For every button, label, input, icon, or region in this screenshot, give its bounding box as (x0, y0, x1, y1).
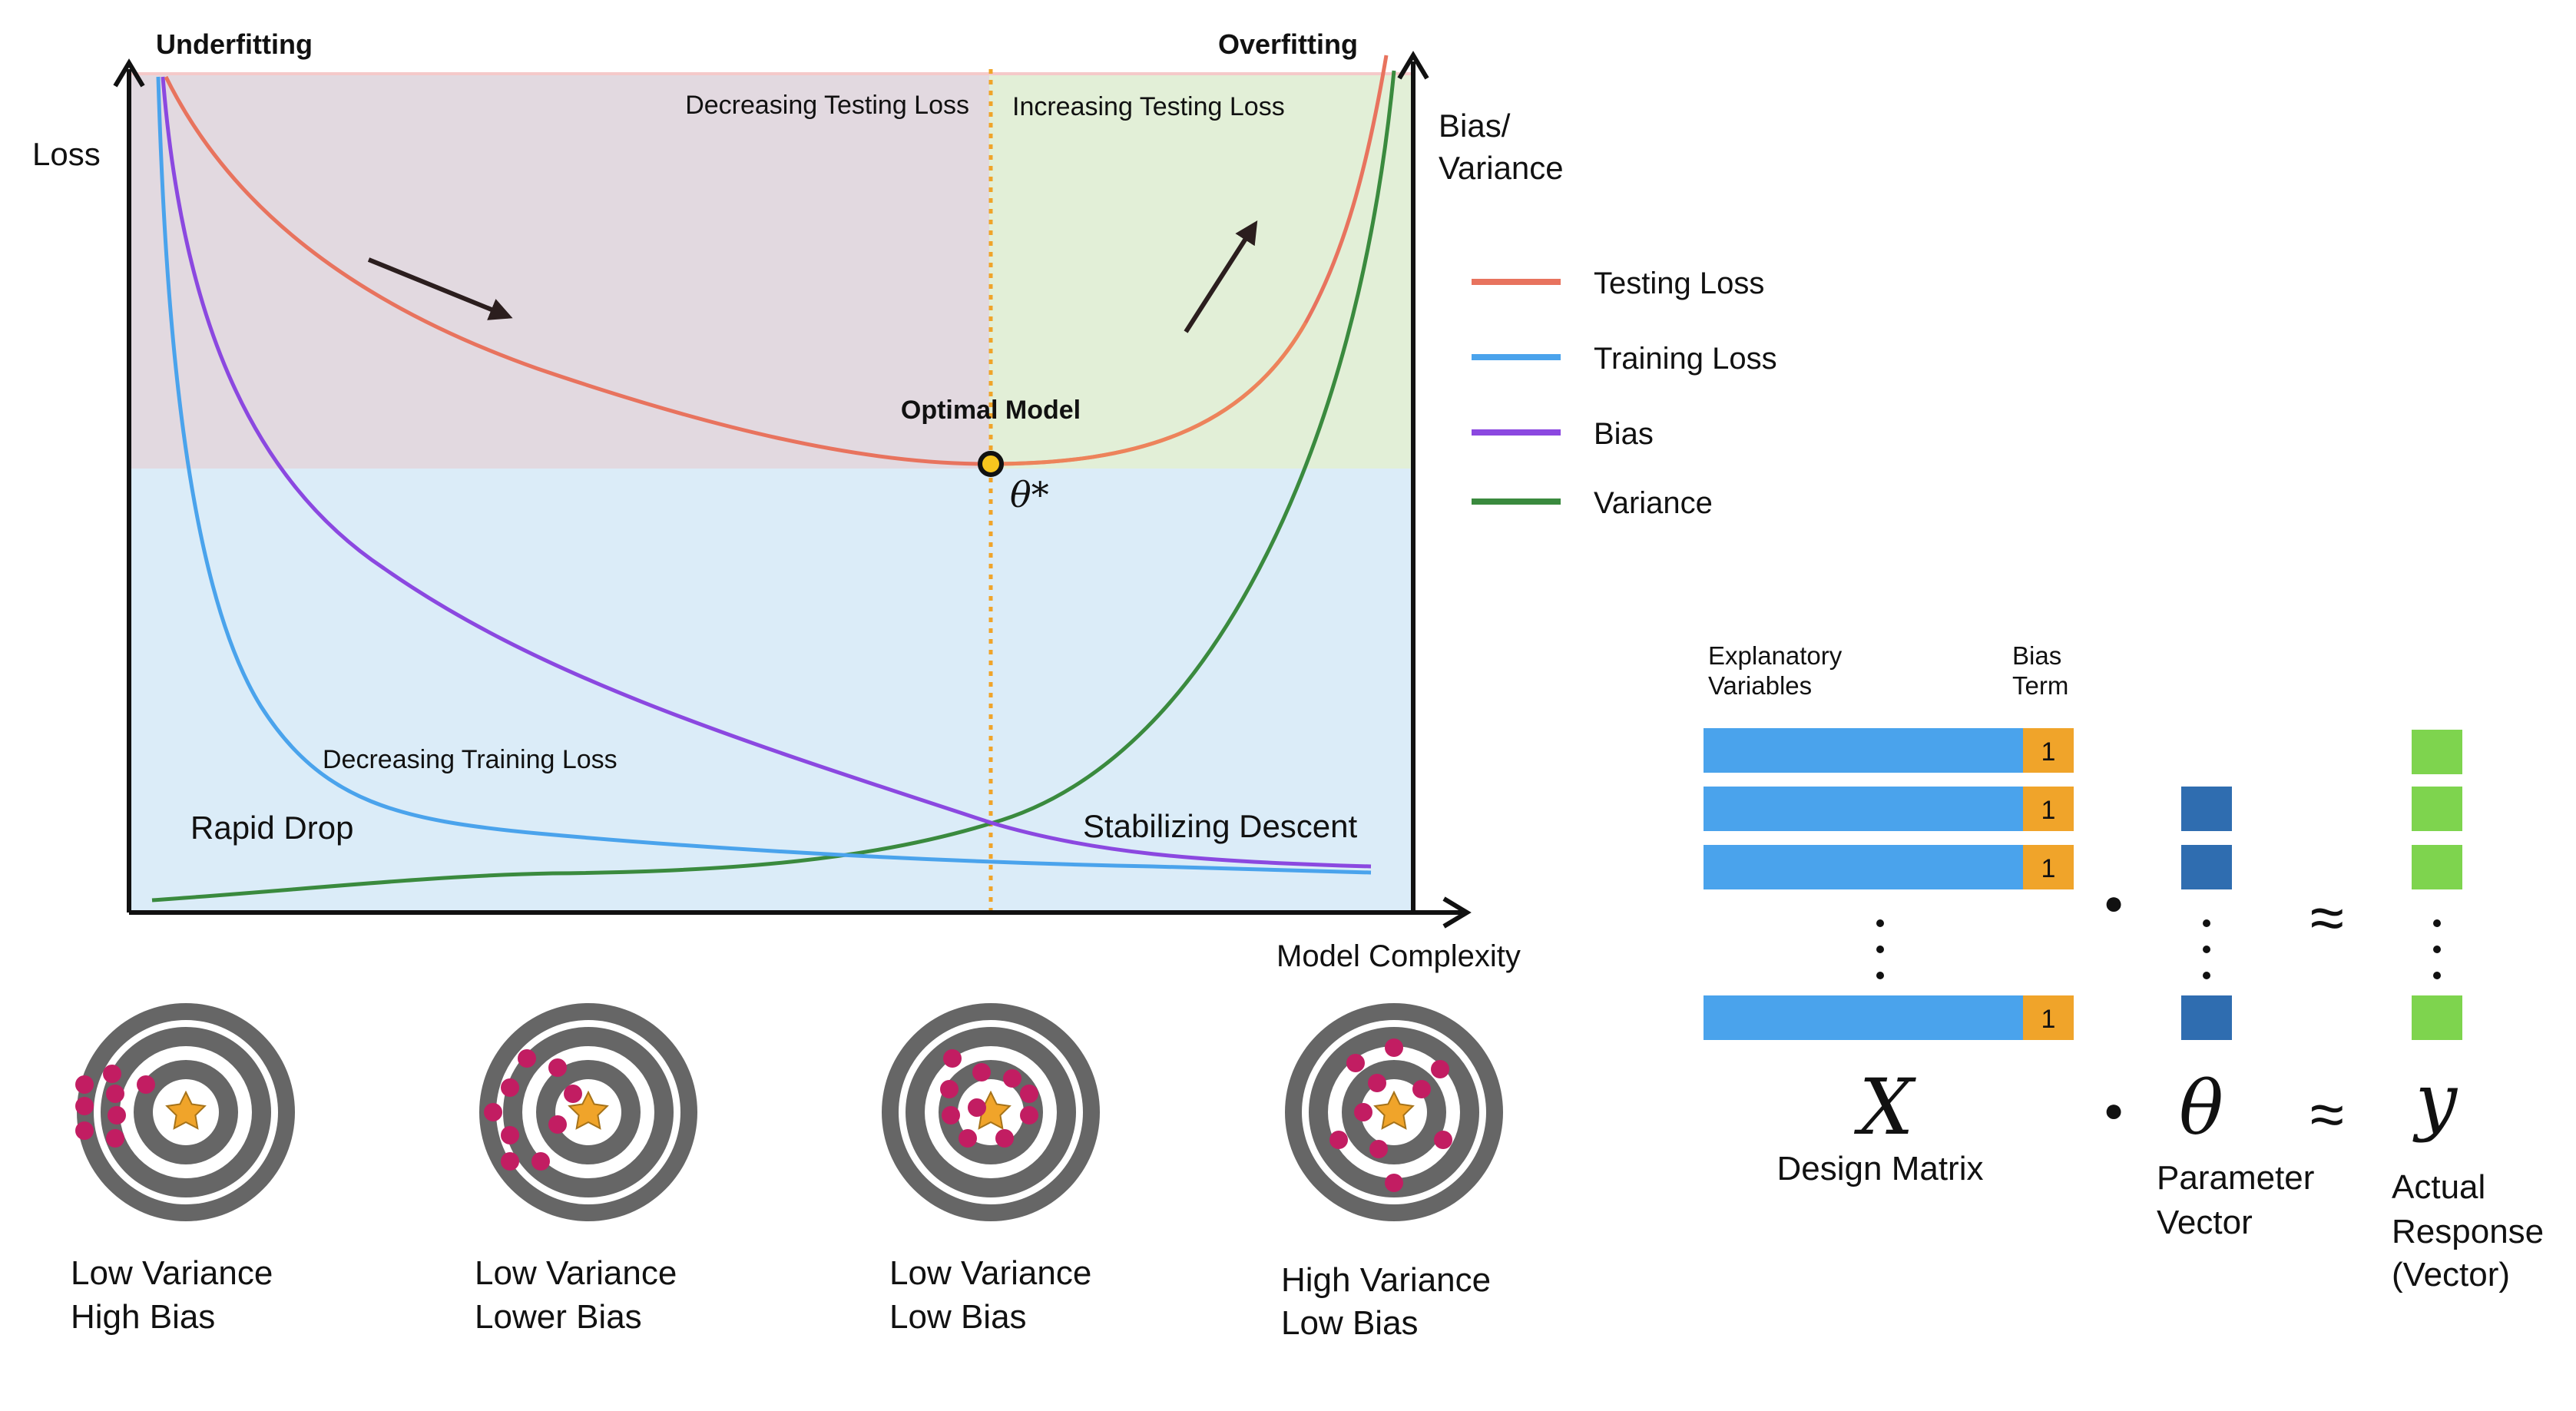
matrix-row: 1 (1704, 787, 2074, 831)
dot-operator: ● (2104, 884, 2124, 922)
target-3-label-1: Low Variance (889, 1254, 1091, 1292)
bias-cell-value: 1 (2041, 854, 2056, 883)
rapid-drop-label: Rapid Drop (190, 810, 353, 846)
target-2-label-1: Low Variance (475, 1254, 677, 1292)
target-1-label-1: Low Variance (71, 1254, 273, 1292)
shot-dots (1329, 1038, 1452, 1192)
training-loss-curve (156, 76, 1372, 875)
bias-term-label-2: Term (2012, 671, 2068, 700)
response-vector (2412, 730, 2462, 1040)
loss-chart: Underfitting Overfitting Loss Bias/ Vari… (32, 28, 1564, 973)
bullseye-star-icon (1373, 1090, 1415, 1130)
bullseye-star-icon (568, 1090, 609, 1130)
target-4-label-2: Low Bias (1281, 1304, 1419, 1342)
bias-cell-value: 1 (2041, 1005, 2056, 1034)
target-4-label-1: High Variance (1281, 1261, 1491, 1299)
increasing-testing-label: Increasing Testing Loss (1012, 92, 1285, 121)
target-1 (75, 1003, 295, 1221)
y-axis-label: Loss (32, 136, 101, 172)
target-3-label-2: Low Bias (889, 1298, 1027, 1336)
stabilizing-descent-label: Stabilizing Descent (1083, 808, 1358, 844)
bias-cell-value: 1 (2041, 796, 2056, 825)
legend-label-bias: Bias (1594, 417, 1654, 451)
legend: Testing Loss Training Loss Bias Variance (1472, 267, 1777, 520)
optimal-point (978, 451, 1004, 477)
legend-label-testing-loss: Testing Loss (1594, 267, 1764, 300)
bias-curve (161, 76, 1372, 869)
design-matrix: 1 1 1 1 (1704, 728, 2074, 1040)
testing-loss-curve (164, 55, 1389, 466)
parameter-vector (2181, 787, 2232, 1040)
regression-equation: Explanatory Variables Bias Term 1 1 1 (1704, 641, 2544, 1293)
target-4 (1285, 1003, 1503, 1221)
legend-label-training-loss: Training Loss (1594, 342, 1777, 376)
target-2-label-2: Lower Bias (475, 1298, 642, 1336)
theta-symbol: θ (2179, 1065, 2223, 1151)
decreasing-testing-label: Decreasing Testing Loss (685, 91, 969, 120)
y2-axis-label-1: Bias/ (1439, 108, 1511, 144)
explanatory-label-2: Variables (1708, 671, 1812, 700)
optimal-model-label: Optimal Model (901, 396, 1081, 425)
x-symbol: X (1853, 1062, 1916, 1152)
target-3 (882, 1003, 1100, 1221)
matrix-row: 1 (1704, 995, 2074, 1040)
matrix-row: 1 (1704, 845, 2074, 889)
legend-label-variance: Variance (1594, 486, 1713, 520)
x-axis-label: Model Complexity (1276, 939, 1521, 973)
bias-cell-value: 1 (2041, 737, 2056, 767)
target-2 (479, 1003, 697, 1221)
vertical-ellipsis (1876, 919, 1884, 979)
bias-term-label-1: Bias (2012, 641, 2061, 670)
approx-operator-2: ≈ (2310, 1080, 2344, 1148)
y2-axis-label-2: Variance (1439, 150, 1564, 186)
shot-dots (484, 1049, 582, 1171)
y-caption-2: Response (2392, 1213, 2544, 1250)
theta-caption-1: Parameter (2157, 1159, 2314, 1197)
targets: Low Variance High Bias Low Variance Lowe… (71, 1003, 1503, 1342)
bullseye-star-icon (165, 1090, 207, 1130)
y-symbol: y (2412, 1058, 2458, 1144)
decreasing-training-label: Decreasing Training Loss (323, 745, 618, 774)
dot-operator-2: ● (2104, 1091, 2124, 1129)
theta-star-label: θ* (1010, 474, 1049, 515)
matrix-row: 1 (1704, 728, 2074, 773)
underfitting-label: Underfitting (156, 28, 313, 60)
increase-arrow (1184, 220, 1258, 333)
shot-dots (940, 1049, 1038, 1148)
theta-caption-2: Vector (2157, 1204, 2253, 1241)
explanatory-label-1: Explanatory (1708, 641, 1843, 670)
x-caption: Design Matrix (1777, 1150, 1984, 1187)
underfitting-region (129, 74, 989, 469)
lower-region (129, 469, 1413, 913)
overfitting-region (989, 74, 1413, 469)
target-1-label-2: High Bias (71, 1298, 215, 1336)
shot-dots (75, 1065, 155, 1148)
y-caption-1: Actual (2392, 1168, 2485, 1206)
approx-operator: ≈ (2310, 883, 2344, 952)
decrease-arrow (367, 257, 513, 320)
y-caption-3: (Vector) (2392, 1256, 2510, 1293)
overfitting-label: Overfitting (1218, 28, 1358, 60)
